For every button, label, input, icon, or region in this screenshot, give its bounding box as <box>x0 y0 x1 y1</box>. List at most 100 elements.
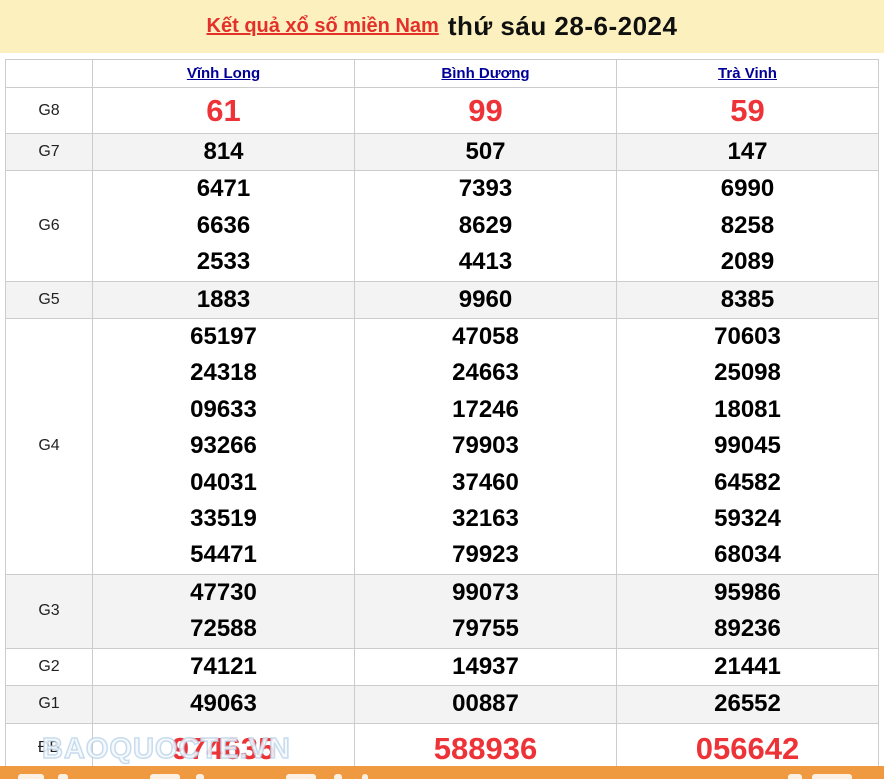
prize-label: G2 <box>5 647 93 687</box>
cutoff-text-fragment <box>286 774 316 779</box>
result-number: 95986 <box>714 578 781 606</box>
cutoff-text-fragment <box>812 774 852 779</box>
result-number: 64582 <box>714 468 781 496</box>
result-number: 8629 <box>458 211 513 239</box>
result-number: 8385 <box>720 285 775 313</box>
result-cell: 7393 8629 4413 <box>354 170 617 282</box>
result-number: 8258 <box>720 211 775 239</box>
result-number: 6471 <box>196 175 251 203</box>
title-link-ket-qua-xo-so-mien-nam[interactable]: Kết quả xổ số miền Nam <box>206 15 439 37</box>
cutoff-text-fragment <box>150 774 180 779</box>
prize-row-g4: G4 65197 24318 09633 93266 04031 33519 54471 470… <box>5 318 879 575</box>
result-cell: 49063 <box>92 685 355 724</box>
result-number: 33519 <box>190 505 257 533</box>
result-number: 47058 <box>452 323 519 351</box>
province-link-tra-vinh[interactable]: Trà Vinh <box>718 64 777 82</box>
result-cell: 47730 72588 <box>92 573 355 649</box>
header-province-binh-duong: Bình Dương <box>354 59 617 88</box>
result-number: 7393 <box>458 175 513 203</box>
result-cell: 6471 6636 2533 <box>92 170 355 282</box>
province-link-vinh-long[interactable]: Vĩnh Long <box>186 64 261 82</box>
result-number: 47730 <box>190 578 257 606</box>
header-empty-cell <box>5 59 93 88</box>
result-number: 17246 <box>452 395 519 423</box>
cutoff-text-fragment <box>18 774 44 779</box>
result-number: 9960 <box>458 285 513 313</box>
result-cell: 00887 <box>354 685 617 724</box>
result-cell: 65197 24318 09633 93266 04031 33519 54471 <box>92 318 355 575</box>
result-number: 59324 <box>714 505 781 533</box>
result-number: 61 <box>206 93 241 128</box>
table-header-row: Vĩnh Long Bình Dương Trà Vinh <box>5 59 879 88</box>
result-cell: 8385 <box>616 280 879 320</box>
header-province-tra-vinh: Trà Vinh <box>616 59 879 88</box>
result-number: 507 <box>465 138 506 165</box>
cutoff-text-fragment <box>196 774 204 779</box>
result-number: 25098 <box>714 359 781 387</box>
result-number: 70603 <box>714 323 781 351</box>
result-cell: 99 <box>354 87 617 134</box>
result-cell: 6990 8258 2089 <box>616 170 879 282</box>
result-cell: 47058 24663 17246 79903 37460 32163 79923 <box>354 318 617 575</box>
bottom-orange-banner-cutoff <box>0 766 884 779</box>
prize-label: G4 <box>5 318 93 575</box>
result-cell: 9960 <box>354 280 617 320</box>
result-number: 93266 <box>190 432 257 460</box>
result-number: 74121 <box>190 652 257 680</box>
cutoff-text-fragment <box>58 774 68 779</box>
result-number: 24318 <box>190 359 257 387</box>
cutoff-text-fragment <box>334 774 342 779</box>
result-number: 04031 <box>190 468 257 496</box>
result-number: 72588 <box>190 615 257 643</box>
result-cell: 507 <box>354 132 617 172</box>
result-number: 6990 <box>720 175 775 203</box>
result-number: 68034 <box>714 541 781 569</box>
result-cell: 814 <box>92 132 355 172</box>
result-number: 89236 <box>714 615 781 643</box>
result-number: 99045 <box>714 432 781 460</box>
header-province-vinh-long: Vĩnh Long <box>92 59 355 88</box>
result-cell: 147 <box>616 132 879 172</box>
result-number: 49063 <box>190 690 257 718</box>
prize-label: G7 <box>5 132 93 172</box>
result-cell: 14937 <box>354 647 617 687</box>
result-number: 4413 <box>458 248 513 276</box>
prize-row-g6: G6 6471 6636 2533 7393 8629 4413 6990 8258 2089 <box>5 170 879 282</box>
page-header-banner: Kết quả xổ số miền Nam thứ sáu 28-6-2024 <box>0 0 884 53</box>
result-number: 24663 <box>452 359 519 387</box>
prize-row-g7: G7 814 507 147 <box>5 132 879 172</box>
prize-label: G3 <box>5 573 93 649</box>
result-number: 65197 <box>190 323 257 351</box>
result-cell: 1883 <box>92 280 355 320</box>
prize-row-g3: G3 47730 72588 99073 79755 95986 89236 <box>5 573 879 649</box>
result-number: 79755 <box>452 615 519 643</box>
result-cell: 056642 <box>616 722 879 774</box>
result-number: 59 <box>730 93 765 128</box>
result-number: 21441 <box>714 652 781 680</box>
result-number: 37460 <box>452 468 519 496</box>
result-number: 32163 <box>452 505 519 533</box>
prize-row-g2: G2 74121 14937 21441 <box>5 647 879 687</box>
result-number: 79923 <box>452 541 519 569</box>
prize-label: G6 <box>5 170 93 282</box>
lottery-results-table: Vĩnh Long Bình Dương Trà Vinh G8 61 99 59 G7… <box>5 59 879 774</box>
prize-row-g1: G1 49063 00887 26552 <box>5 685 879 724</box>
result-cell: 26552 <box>616 685 879 724</box>
result-cell: 59 <box>616 87 879 134</box>
prize-label: ĐB <box>5 722 93 774</box>
result-number: 18081 <box>714 395 781 423</box>
result-number: 056642 <box>695 730 800 766</box>
result-number: 99 <box>468 93 503 128</box>
result-cell: 588936 <box>354 722 617 774</box>
result-number: 09633 <box>190 395 257 423</box>
result-number: 00887 <box>452 690 519 718</box>
cutoff-text-fragment <box>362 774 368 779</box>
result-cell: 99073 79755 <box>354 573 617 649</box>
result-number: 2089 <box>720 248 775 276</box>
result-number: 6636 <box>196 211 251 239</box>
province-link-binh-duong[interactable]: Bình Dương <box>441 64 530 82</box>
result-number: 588936 <box>433 730 538 766</box>
prize-label: G8 <box>5 87 93 134</box>
result-cell: 21441 <box>616 647 879 687</box>
result-number: 14937 <box>452 652 519 680</box>
